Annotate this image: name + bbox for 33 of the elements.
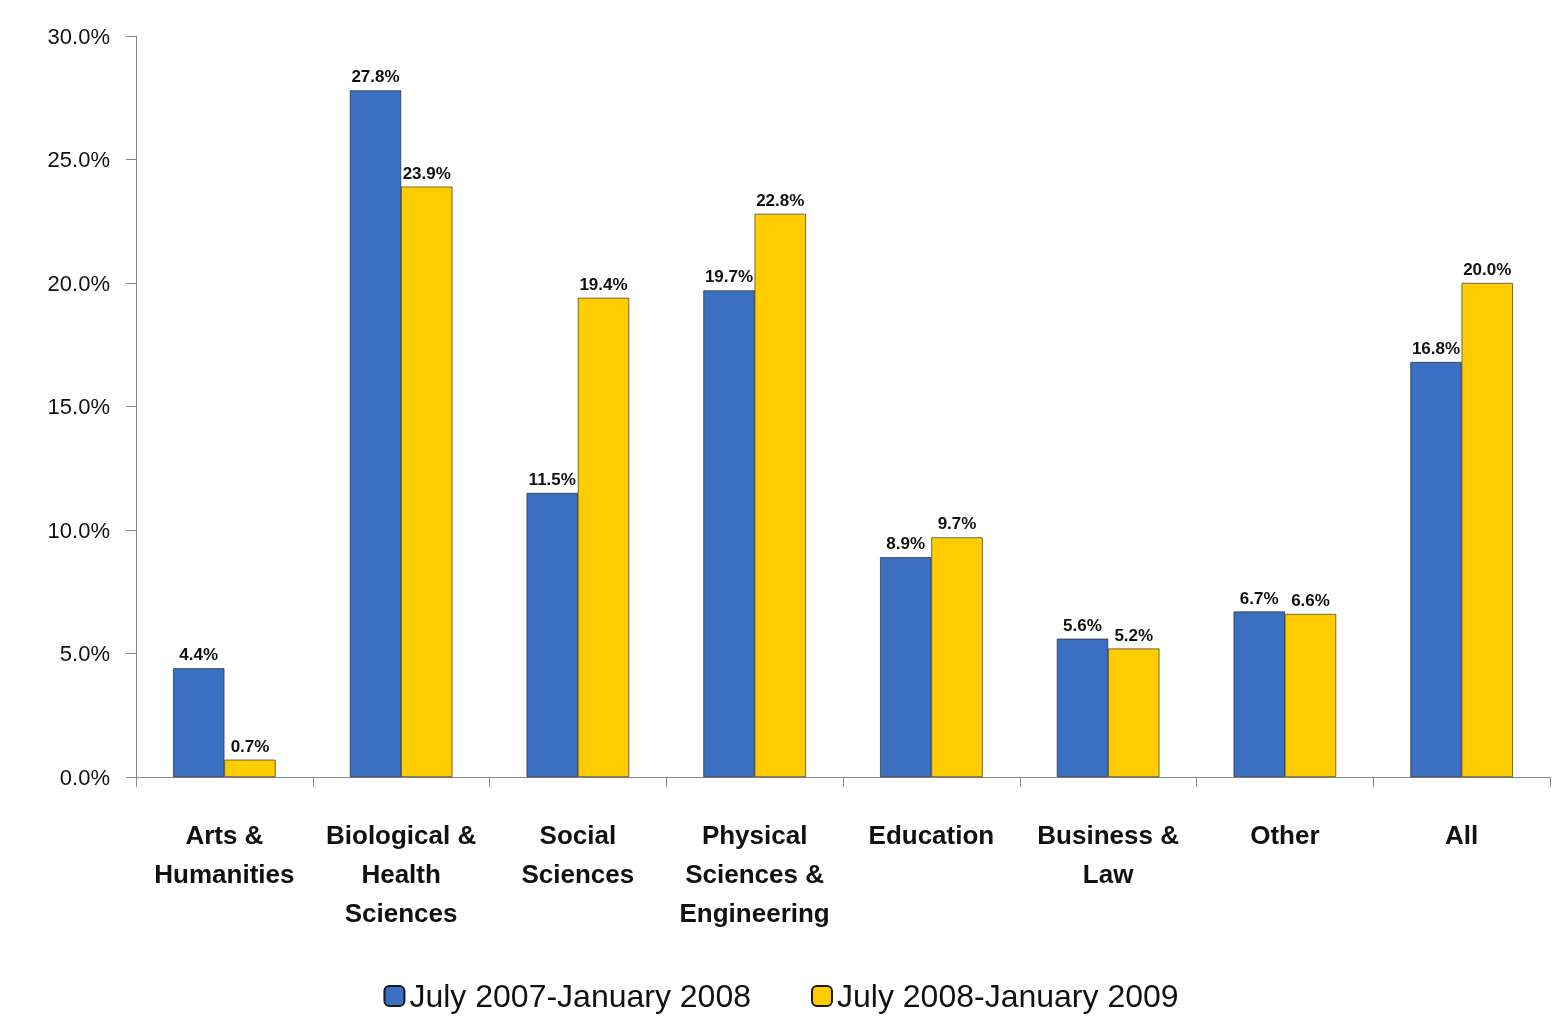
- y-tick-label: 30.0%: [47, 23, 110, 49]
- data-label: 11.5%: [528, 469, 576, 489]
- data-label: 8.9%: [886, 534, 926, 554]
- data-label: 19.4%: [579, 274, 628, 294]
- data-label: 19.7%: [704, 267, 754, 287]
- x-tick-label: Physical Sciences & Engineering: [679, 819, 830, 928]
- x-tick-label: Other: [1250, 819, 1320, 850]
- data-label: 0.7%: [230, 736, 270, 756]
- data-label: 4.4%: [179, 645, 219, 665]
- data-label: 5.2%: [1114, 625, 1154, 645]
- x-tick-label: Social Sciences: [521, 819, 635, 889]
- y-tick-label: 25.0%: [47, 147, 110, 172]
- y-tick-label: 5.0%: [59, 641, 110, 666]
- x-tick-label: Business & Law: [1037, 819, 1179, 889]
- legend-label: July 2008-January 2009: [837, 978, 1179, 1014]
- data-label: 16.8%: [1411, 339, 1461, 359]
- y-tick-label: 15.0%: [47, 394, 110, 419]
- y-tick-label: 10.0%: [47, 517, 110, 543]
- x-tick-label: Arts & Humanities: [154, 819, 295, 889]
- legend-label: July 2007-January 2008: [409, 978, 751, 1014]
- y-tick-label: 0.0%: [59, 764, 110, 790]
- x-tick-label: All: [1445, 819, 1479, 850]
- data-label: 9.7%: [937, 514, 977, 534]
- data-label: 6.7%: [1239, 588, 1279, 608]
- data-label: 22.8%: [756, 190, 805, 210]
- data-label: 6.6%: [1291, 590, 1330, 610]
- x-tick-label: Education: [868, 819, 995, 850]
- data-label: 23.9%: [402, 163, 451, 183]
- data-label: 5.6%: [1063, 615, 1102, 635]
- x-tick-label: Biological & Health Sciences: [326, 819, 477, 928]
- data-label: 20.0%: [1463, 260, 1512, 279]
- data-label: 27.8%: [351, 67, 400, 87]
- y-tick-label: 20.0%: [47, 270, 110, 296]
